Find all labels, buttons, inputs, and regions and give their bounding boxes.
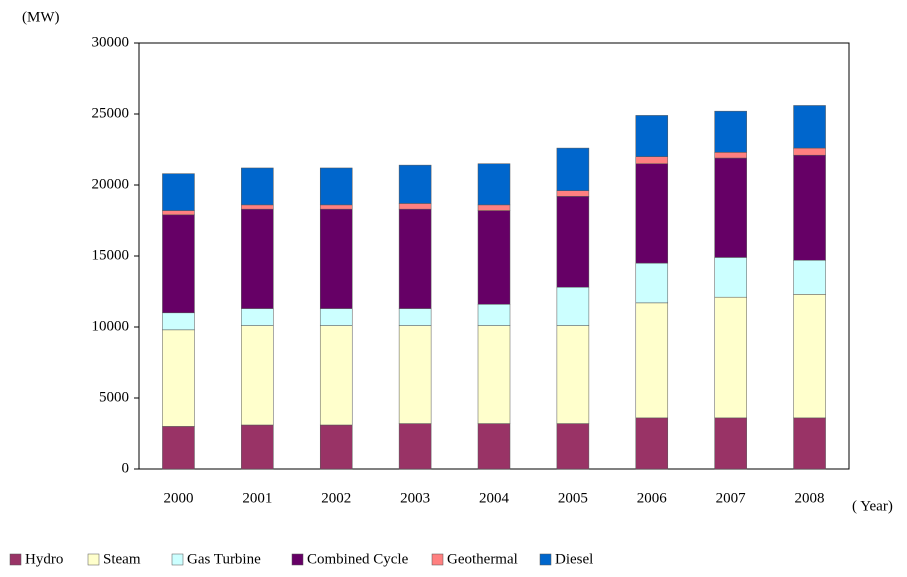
bar-segment	[398, 423, 432, 470]
x-tick-label: 2000	[163, 490, 193, 506]
bar-segment	[319, 208, 353, 309]
legend-swatch	[171, 553, 184, 566]
bar-segment	[556, 147, 590, 191]
bar-segment	[793, 105, 826, 149]
bar-segment	[319, 424, 353, 470]
legend-swatch	[9, 553, 22, 566]
x-tick-label: 2002	[321, 490, 351, 506]
bar-segment	[793, 154, 826, 261]
bar-segment	[477, 210, 511, 305]
bar-segment	[556, 196, 590, 288]
bar-segment	[793, 294, 826, 419]
legend-label: Steam	[103, 551, 141, 567]
y-tick-label: 10000	[92, 318, 130, 334]
legend-swatch	[291, 553, 304, 566]
bar-segment	[162, 210, 195, 216]
bar-segment	[635, 163, 669, 264]
bar-segment	[398, 308, 432, 326]
y-tick-label: 30000	[92, 34, 130, 50]
bar-segment	[714, 257, 747, 298]
legend-label: Gas Turbine	[187, 551, 261, 567]
legend-swatch	[539, 553, 552, 566]
bar-segment	[556, 286, 590, 326]
bar-segment	[793, 147, 826, 156]
bar-segment	[162, 426, 195, 470]
bar-segment	[241, 424, 274, 470]
bar-segment	[714, 417, 747, 470]
bar-segment	[714, 296, 747, 419]
bar-segment	[319, 204, 353, 210]
bar-segment	[241, 167, 274, 206]
y-tick-label: 0	[122, 460, 130, 476]
bar-segment	[635, 302, 669, 419]
bar-segment	[556, 190, 590, 197]
bar-segment	[162, 214, 195, 314]
y-tick-label: 5000	[99, 389, 129, 405]
bar-segment	[635, 262, 669, 304]
y-tick-label: 25000	[92, 105, 130, 121]
bar-segment	[398, 325, 432, 424]
legend-label: Geothermal	[447, 551, 518, 567]
bar-segment	[793, 260, 826, 295]
legend-swatch	[431, 553, 444, 566]
bar-segment	[477, 423, 511, 470]
bar-segment	[319, 167, 353, 206]
bar-segment	[477, 304, 511, 326]
bar-segment	[714, 110, 747, 153]
bar-segment	[556, 423, 590, 470]
bar-segment	[241, 208, 274, 309]
bar-segment	[635, 417, 669, 470]
bar-segment	[556, 325, 590, 424]
legend-label: Combined Cycle	[307, 551, 409, 567]
legend-swatch	[87, 553, 100, 566]
bar-segment	[398, 208, 432, 309]
bar-segment	[635, 115, 669, 157]
bar-segment	[319, 325, 353, 426]
bar-segment	[319, 308, 353, 326]
y-tick-label: 20000	[92, 176, 130, 192]
x-tick-label: 2005	[558, 490, 588, 506]
y-tick-label: 15000	[92, 247, 130, 263]
bar-segment	[477, 204, 511, 211]
bar-segment	[162, 173, 195, 211]
x-tick-label: 2001	[242, 490, 272, 506]
bar-segment	[477, 163, 511, 206]
bar-segment	[241, 204, 274, 210]
bar-segment	[714, 152, 747, 159]
bar-segment	[793, 417, 826, 470]
legend-label: Diesel	[555, 551, 593, 567]
bar-segment	[714, 157, 747, 258]
bar-segment	[398, 164, 432, 204]
x-tick-label: 2004	[479, 490, 510, 506]
x-tick-label: 2008	[795, 490, 825, 506]
legend-label: Hydro	[25, 551, 63, 567]
x-tick-label: 2007	[716, 490, 747, 506]
x-tick-label: 2003	[400, 490, 430, 506]
bar-segment	[241, 308, 274, 326]
x-tick-label: 2006	[637, 490, 668, 506]
y-unit: (MW)	[22, 9, 60, 25]
bar-segment	[241, 325, 274, 426]
bar-segment	[477, 325, 511, 424]
bar-segment	[398, 203, 432, 210]
bar-segment	[162, 329, 195, 427]
bar-segment	[635, 156, 669, 164]
x-unit: ( Year)	[852, 498, 893, 514]
bar-segment	[162, 312, 195, 331]
